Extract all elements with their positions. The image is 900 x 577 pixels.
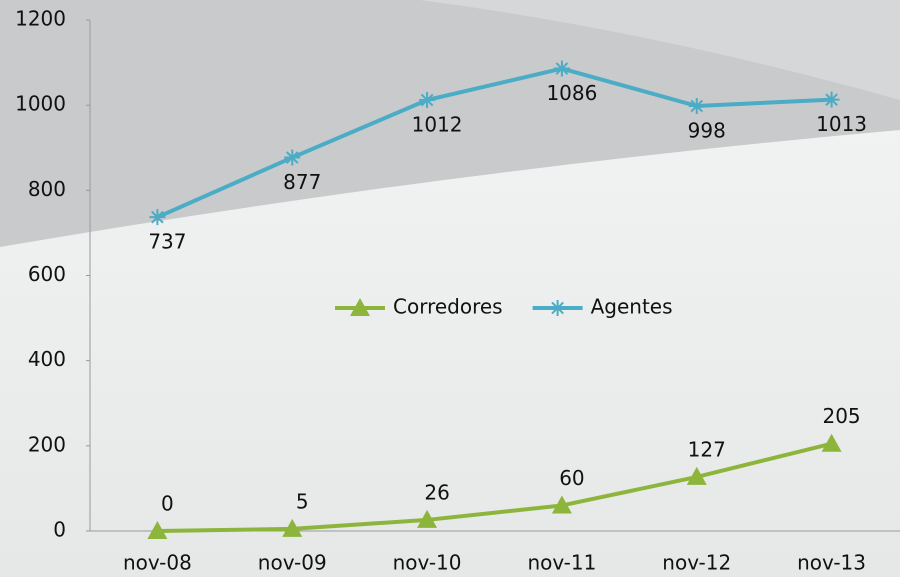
marker <box>284 149 301 166</box>
data-label: 1012 <box>412 113 463 137</box>
x-tick-label: nov-08 <box>123 551 192 575</box>
x-tick-label: nov-10 <box>393 551 462 575</box>
series-line <box>156 66 832 219</box>
data-label: 26 <box>424 480 449 504</box>
y-tick-label: 1200 <box>15 7 66 31</box>
marker <box>149 209 166 226</box>
marker <box>551 495 572 514</box>
marker <box>686 466 707 485</box>
background-shape <box>420 0 900 100</box>
y-tick-label: 400 <box>28 347 66 371</box>
y-tick-label: 1000 <box>15 92 66 116</box>
legend-label: Agentes <box>591 295 673 319</box>
data-label: 877 <box>283 170 321 194</box>
legend-marker <box>350 298 370 316</box>
x-tick-label: nov-09 <box>258 551 327 575</box>
data-label: 1086 <box>546 81 597 105</box>
marker <box>821 433 842 452</box>
data-label: 60 <box>559 466 584 490</box>
legend-label: Corredores <box>393 295 503 319</box>
series-line <box>157 441 833 533</box>
marker <box>419 92 436 109</box>
data-label: 1013 <box>816 112 867 136</box>
x-tick-label: nov-12 <box>662 551 731 575</box>
x-tick-label: nov-11 <box>527 551 596 575</box>
data-label: 0 <box>161 492 174 516</box>
x-tick-label: nov-13 <box>797 551 866 575</box>
marker <box>688 98 705 115</box>
y-tick-label: 800 <box>28 177 66 201</box>
data-label: 737 <box>148 230 186 254</box>
data-label: 205 <box>822 404 860 428</box>
marker <box>147 521 168 539</box>
y-tick-label: 0 <box>53 518 66 542</box>
data-label: 127 <box>688 437 726 461</box>
marker <box>823 91 840 108</box>
data-label: 5 <box>296 489 309 513</box>
marker <box>282 518 303 537</box>
data-label: 998 <box>688 119 726 143</box>
legend-marker <box>549 300 566 316</box>
marker <box>417 509 438 528</box>
marker <box>553 60 570 77</box>
y-tick-label: 600 <box>28 262 66 286</box>
y-tick-label: 200 <box>28 432 66 456</box>
